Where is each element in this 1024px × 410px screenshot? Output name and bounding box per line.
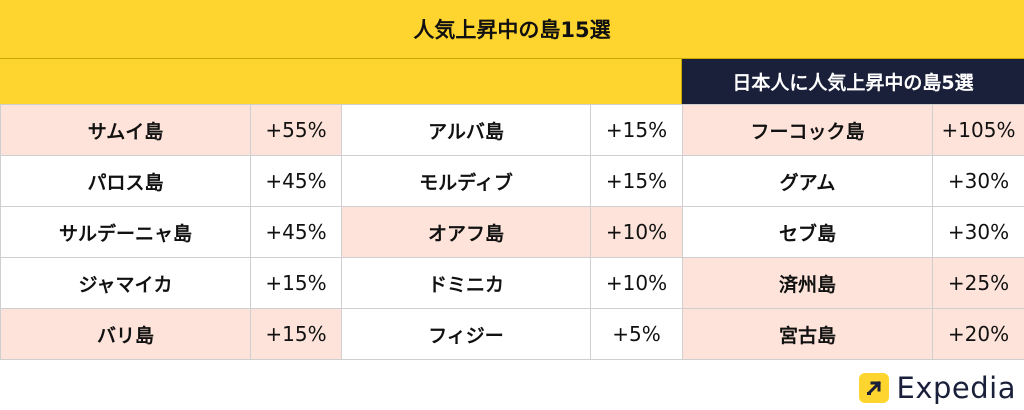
growth-percent-cell: +55% xyxy=(250,104,342,156)
subheader-blank xyxy=(0,59,682,104)
island-name-cell: バリ島 xyxy=(0,308,251,360)
expedia-wordmark: Expedia xyxy=(896,371,1016,405)
island-name-cell: パロス島 xyxy=(0,155,251,207)
island-name-cell: サムイ島 xyxy=(0,104,251,156)
growth-percent-cell: +15% xyxy=(250,308,342,360)
table-row: バリ島 +15% フィジー +5% 宮古島 +20% xyxy=(0,308,1024,360)
island-name-cell: フィジー xyxy=(341,308,591,360)
island-name-cell: アルバ島 xyxy=(341,104,591,156)
table-row: パロス島 +45% モルディブ +15% グアム +30% xyxy=(0,155,1024,207)
island-name-cell: 済州島 xyxy=(682,257,933,309)
island-name-cell: フーコック島 xyxy=(682,104,933,156)
island-name-cell: ドミニカ xyxy=(341,257,591,309)
growth-percent-cell: +25% xyxy=(932,257,1024,309)
table-row: サムイ島 +55% アルバ島 +15% フーコック島 +105% xyxy=(0,104,1024,156)
expedia-arrow-icon xyxy=(858,373,889,403)
growth-percent-cell: +10% xyxy=(590,257,683,309)
islands-table: サムイ島 +55% アルバ島 +15% フーコック島 +105% パロス島 +45% モルディブ… xyxy=(0,104,1024,360)
island-name-cell: オアフ島 xyxy=(341,206,591,258)
island-name-cell: モルディブ xyxy=(341,155,591,207)
growth-percent-cell: +105% xyxy=(932,104,1024,156)
growth-percent-cell: +30% xyxy=(932,206,1024,258)
growth-percent-cell: +10% xyxy=(590,206,683,258)
growth-percent-cell: +20% xyxy=(932,308,1024,360)
table-row: サルデーニャ島 +45% オアフ島 +10% セブ島 +30% xyxy=(0,206,1024,258)
growth-percent-cell: +5% xyxy=(590,308,683,360)
table-title: 人気上昇中の島15選 xyxy=(0,0,1024,59)
expedia-logo: Expedia xyxy=(858,370,1016,406)
island-name-cell: サルデーニャ島 xyxy=(0,206,251,258)
japanese-subheader: 日本人に人気上昇中の島5選 xyxy=(682,59,1024,104)
island-name-cell: ジャマイカ xyxy=(0,257,251,309)
growth-percent-cell: +15% xyxy=(590,104,683,156)
island-name-cell: 宮古島 xyxy=(682,308,933,360)
island-name-cell: グアム xyxy=(682,155,933,207)
growth-percent-cell: +15% xyxy=(250,257,342,309)
table-row: ジャマイカ +15% ドミニカ +10% 済州島 +25% xyxy=(0,257,1024,309)
growth-percent-cell: +15% xyxy=(590,155,683,207)
island-name-cell: セブ島 xyxy=(682,206,933,258)
growth-percent-cell: +45% xyxy=(250,155,342,207)
growth-percent-cell: +30% xyxy=(932,155,1024,207)
growth-percent-cell: +45% xyxy=(250,206,342,258)
